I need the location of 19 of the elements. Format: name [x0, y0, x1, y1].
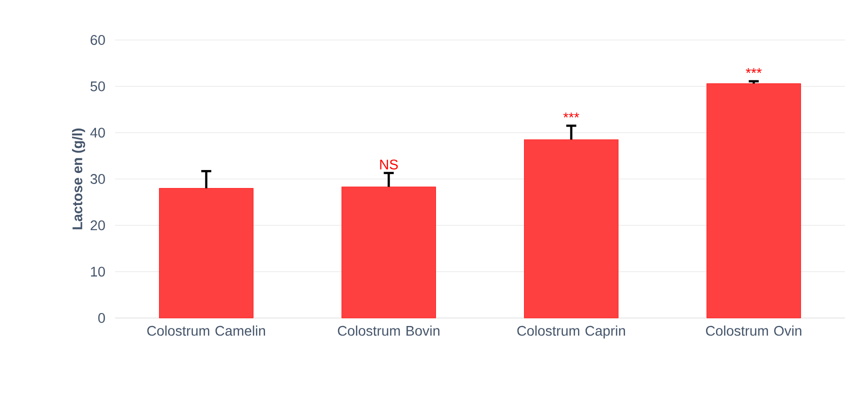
- x-tick-label: Colostrum Ovin: [706, 326, 802, 336]
- annotation: ***: [746, 68, 762, 74]
- x-tick-label: Colostrum Caprin: [517, 326, 625, 339]
- y-tick-label: 50: [90, 81, 105, 92]
- bar: [342, 186, 436, 318]
- y-axis-title: Lactose en (g/l): [72, 128, 86, 230]
- y-tick-label: 20: [90, 220, 105, 230]
- bar: [706, 83, 801, 318]
- bar: [159, 188, 254, 318]
- bar: [524, 139, 618, 318]
- y-tick-label: 40: [90, 128, 105, 138]
- annotation: ***: [563, 112, 580, 118]
- annotation: NS: [380, 160, 398, 170]
- y-tick-label: 10: [91, 266, 105, 277]
- y-tick-label: 30: [90, 174, 105, 184]
- y-tick-label: 60: [90, 35, 105, 45]
- y-tick-label: 0: [98, 313, 105, 323]
- x-tick-label: Colostrum Bovin: [338, 326, 440, 336]
- x-tick-label: Colostrum Camelin: [147, 326, 266, 336]
